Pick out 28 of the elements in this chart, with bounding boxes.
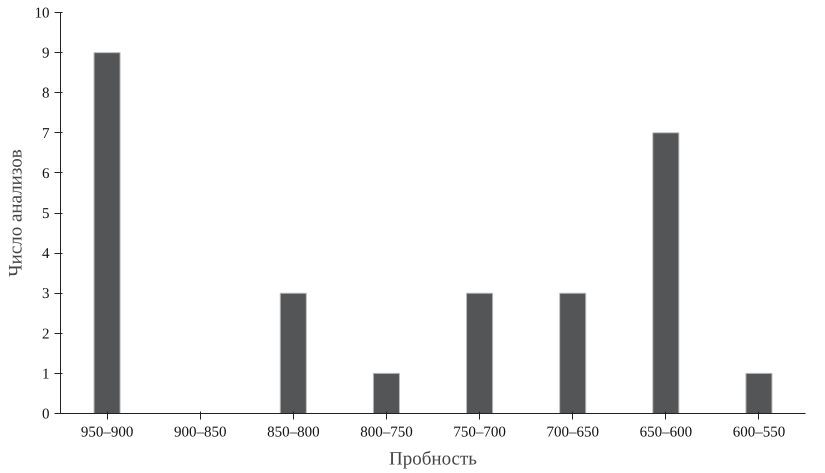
y-tick-label: 7 <box>42 126 50 142</box>
x-tick-label: 600–550 <box>732 424 786 440</box>
y-tick-label: 2 <box>42 326 50 342</box>
bar <box>652 132 680 414</box>
bar <box>372 372 400 414</box>
x-tick-label: 950–900 <box>80 424 134 440</box>
y-tick-label: 8 <box>42 86 50 102</box>
y-tick-label: 1 <box>42 366 50 382</box>
y-axis-title: Число анализов <box>6 149 26 277</box>
bar <box>745 372 772 414</box>
x-tick-label: 750–700 <box>453 424 506 440</box>
x-tick-label: 850–800 <box>267 424 320 440</box>
y-tick-label: 6 <box>42 166 50 182</box>
y-tick-label: 5 <box>42 206 50 222</box>
bar <box>280 292 307 414</box>
y-tick-label: 10 <box>34 6 50 22</box>
bar <box>466 292 494 414</box>
x-tick-label: 800–750 <box>360 424 413 440</box>
y-tick-label: 9 <box>42 46 50 62</box>
y-tick-label: 4 <box>42 246 50 262</box>
y-tick-label: 0 <box>42 406 50 422</box>
x-tick-label: 900–850 <box>174 424 226 440</box>
x-tick-label: 700–650 <box>546 424 599 440</box>
x-axis-title: Пробность <box>389 448 478 470</box>
bar <box>559 292 586 414</box>
x-tick-label: 650–600 <box>640 424 692 440</box>
bar <box>94 52 121 414</box>
y-tick-label: 3 <box>42 286 50 302</box>
